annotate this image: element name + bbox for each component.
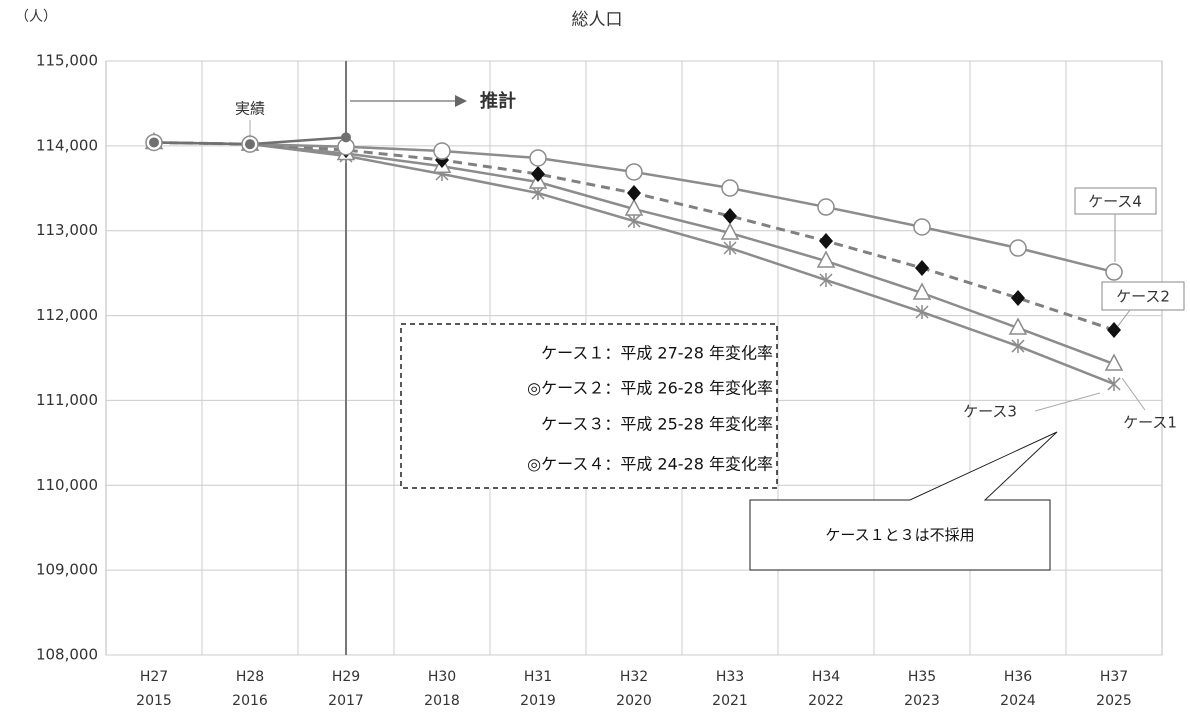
marker [819,232,833,249]
marker [915,259,929,276]
label-box [1101,281,1185,311]
x-tick-label: H33 [716,669,744,685]
x-tick-label: H29 [332,669,360,685]
y-tick-label: 108,000 [36,646,98,664]
y-tick-label: 110,000 [36,476,98,494]
marker [723,208,737,225]
y-tick-label: 113,000 [36,221,98,239]
leader-line [1121,377,1146,411]
marker [913,218,931,236]
marker [531,166,545,183]
chart-title: 総人口 [572,10,623,30]
marker [721,179,739,197]
x-tick-label: H34 [812,669,840,685]
marker [1011,290,1025,307]
marker [1104,353,1124,371]
y-tick-label: 111,000 [36,391,98,409]
marker [625,163,643,181]
x-tick-label: 2020 [616,693,652,709]
y-tick-label: 109,000 [36,561,98,579]
marker [433,142,451,160]
x-tick-label: H27 [140,669,168,685]
x-tick-label: H31 [524,669,552,685]
legend-text: ◎ケース４：平成 24-28 年変化率 [527,455,773,474]
y-tick-label: 114,000 [36,136,98,154]
leader-line [1117,309,1131,327]
marker [1009,239,1027,257]
series-label: ケース4 [1088,193,1142,211]
marker [1107,321,1121,338]
marker [1011,339,1025,354]
series-label: ケース3 [963,403,1017,421]
marker [529,149,547,167]
marker [627,214,641,229]
marker [723,241,737,256]
marker [912,282,932,300]
x-tick-label: H37 [1100,669,1128,685]
marker [915,305,929,320]
marker [1107,376,1121,391]
x-tick-label: H32 [620,669,648,685]
marker [149,137,159,148]
x-tick-label: 2024 [1000,693,1036,709]
y-tick-label: 112,000 [36,306,98,324]
marker [624,198,644,216]
grid [106,60,1162,656]
x-tick-label: 2025 [1096,693,1132,709]
legend-text: ケース１：平成 27-28 年変化率 [541,344,773,363]
marker [1105,263,1123,281]
marker [341,132,351,143]
legend-box [400,323,778,489]
marker [816,250,836,268]
marker [245,139,255,150]
marker [1008,317,1028,335]
legend-text: ◎ケース２：平成 26-28 年変化率 [527,379,773,398]
series-group [144,131,1124,391]
x-tick-label: 2022 [808,693,844,709]
y-tick-label: 115,000 [36,52,98,70]
x-tick-label: 2016 [232,693,268,709]
marker [627,185,641,202]
x-tick-label: H28 [236,669,264,685]
x-tick-label: 2015 [136,693,172,709]
label-box [1074,187,1157,215]
projection-label: 推計 [480,90,516,112]
actual-label: 実績 [235,100,265,118]
legend-text: ケース３：平成 25-28 年変化率 [541,415,773,434]
marker [817,198,835,216]
x-tick-label: 2019 [520,693,556,709]
x-tick-label: H36 [1004,669,1032,685]
y-unit: （人） [15,9,57,25]
marker [819,273,833,288]
x-tick-label: 2017 [328,693,364,709]
x-tick-label: H35 [908,669,936,685]
x-tick-label: 2023 [904,693,940,709]
series-label: ケース1 [1123,414,1177,432]
x-tick-label: H30 [428,669,456,685]
marker [720,222,740,240]
x-tick-label: 2018 [424,693,460,709]
x-tick-label: 2021 [712,693,748,709]
projection-arrowhead [455,95,467,107]
leader-line [1034,392,1101,412]
series-label: ケース2 [1116,288,1170,306]
callout-text: ケース１と３は不採用 [825,526,974,544]
callout-box [749,431,1058,571]
